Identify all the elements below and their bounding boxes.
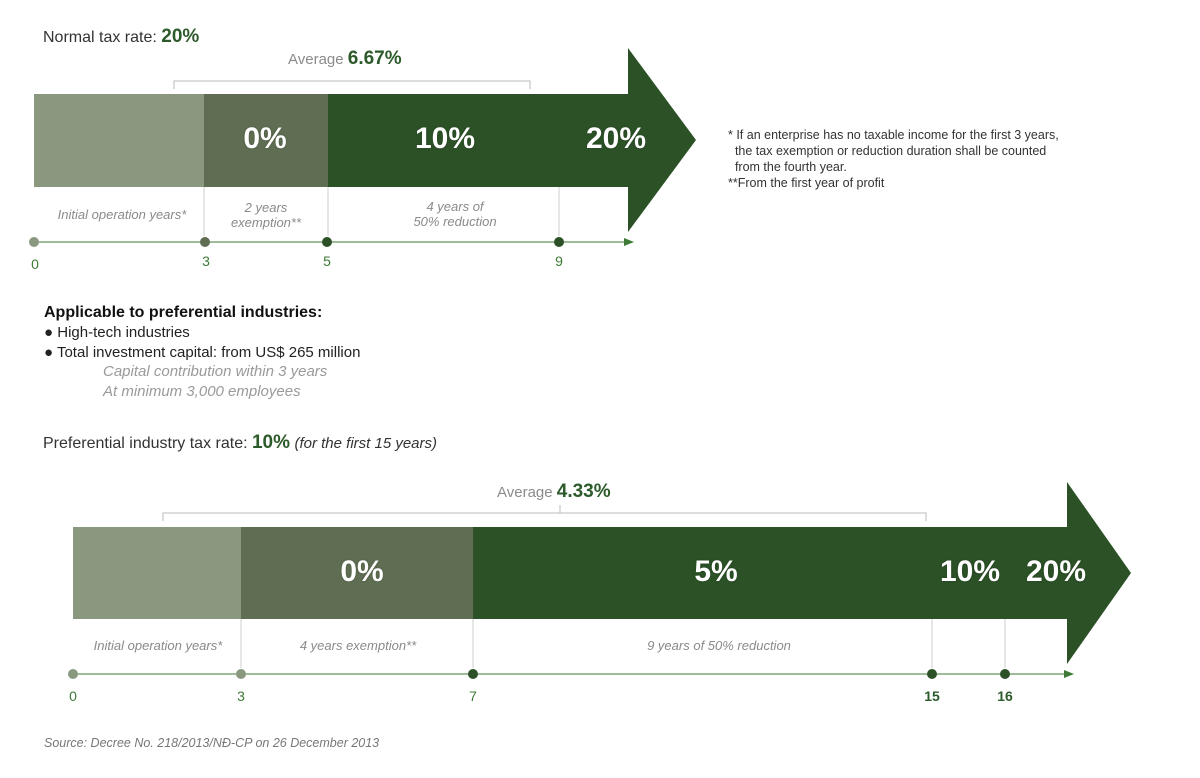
pref-label-initial: Initial operation years* — [93, 638, 223, 653]
normal-dividers — [203, 187, 560, 236]
normal-rate-reduction: 10% — [414, 122, 476, 155]
industry-bullet-1: ● High-tech industries — [44, 324, 190, 341]
source-note: Source: Decree No. 218/2013/NĐ-CP on 26 … — [44, 736, 380, 750]
pref-tax-rate-title: Preferential industry tax rate: 10% (for… — [43, 432, 437, 454]
normal-axis-point-0 — [29, 237, 39, 247]
pref-label-reduction: 9 years of 50% reduction — [647, 638, 791, 653]
normal-tax-rate-value: 20% — [161, 26, 200, 47]
industry-bullet-1-text: High-tech industries — [57, 324, 190, 341]
pref-rate-normal: 20% — [1025, 555, 1087, 588]
footnotes: * If an enterprise has no taxable income… — [728, 127, 1059, 191]
pref-axis-point-0 — [68, 669, 78, 679]
industries-title: Applicable to preferential industries: — [44, 304, 323, 321]
pref-segment-initial — [73, 527, 241, 619]
pref-segment-exemption — [241, 527, 473, 619]
footnote-line-3: from the fourth year. — [728, 160, 847, 174]
normal-arrow-head — [628, 48, 696, 232]
pref-axis-point-16 — [1000, 669, 1010, 679]
pref-axis-point-15 — [927, 669, 937, 679]
normal-segment-initial — [34, 94, 204, 187]
normal-axis-arrow — [624, 238, 634, 246]
normal-label-exemption: 2 years exemption** — [230, 200, 302, 230]
bullet-dot: ● — [44, 344, 57, 361]
pref-tick-15: 15 — [924, 688, 940, 704]
normal-axis-point-9 — [554, 237, 564, 247]
pref-rate-exemption: 0% — [340, 555, 384, 588]
normal-label-reduction: 4 years of 50% reduction — [413, 199, 497, 229]
normal-axis-point-3 — [200, 237, 210, 247]
pref-axis-point-7 — [468, 669, 478, 679]
pref-average: Average 4.33% — [497, 481, 611, 503]
pref-axis-arrow — [1064, 670, 1074, 678]
industry-bullet-2-text: Total investment capital: from US$ 265 m… — [56, 344, 361, 361]
pref-rate-reduction: 5% — [694, 555, 738, 588]
pref-rate-after-reduction: 10% — [939, 555, 1001, 588]
industry-bullet-2: ● Total investment capital: from US$ 265… — [44, 344, 360, 361]
pref-label-exemption: 4 years exemption** — [299, 638, 417, 653]
pref-segment-reduction — [473, 527, 1069, 619]
footnote-line-1: * If an enterprise has no taxable income… — [728, 128, 1059, 142]
normal-label-initial: Initial operation years* — [57, 207, 187, 222]
normal-average-bracket — [173, 80, 531, 89]
pref-average-bracket — [162, 505, 927, 521]
normal-average-prefix: Average — [288, 51, 348, 68]
pref-tax-rate-period: (for the first 15 years) — [294, 435, 438, 452]
normal-average-value: 6.67% — [347, 48, 402, 69]
normal-tick-9: 9 — [555, 253, 563, 269]
normal-rate-full: 20% — [585, 122, 647, 155]
pref-axis-point-3 — [236, 669, 246, 679]
normal-tax-rate-prefix: Normal tax rate: — [43, 29, 162, 46]
pref-tax-rate-prefix: Preferential industry tax rate: — [43, 435, 252, 452]
normal-axis-point-5 — [322, 237, 332, 247]
footnote-line-2: the tax exemption or reduction duration … — [728, 144, 1047, 158]
normal-rate-exemption: 0% — [243, 122, 287, 155]
industry-subitem-1: Capital contribution within 3 years — [103, 363, 328, 380]
pref-average-value: 4.33% — [556, 481, 611, 502]
normal-segment-reduction — [328, 94, 630, 187]
pref-tick-7: 7 — [469, 688, 477, 704]
normal-tax-rate-title: Normal tax rate: 20% — [43, 26, 199, 48]
bullet-dot: ● — [44, 324, 58, 341]
pref-tick-0: 0 — [69, 688, 77, 704]
normal-tick-3: 3 — [202, 253, 210, 269]
normal-tick-0: 0 — [31, 256, 39, 272]
footnote-line-4: **From the first year of profit — [728, 176, 885, 190]
pref-tax-rate-value: 10% — [251, 432, 291, 453]
normal-average: Average 6.67% — [288, 48, 402, 70]
normal-segment-exemption — [204, 94, 328, 187]
industry-subitem-2: At minimum 3,000 employees — [103, 383, 301, 400]
pref-tick-3: 3 — [237, 688, 245, 704]
pref-dividers — [240, 619, 1006, 668]
pref-tick-16: 16 — [997, 688, 1013, 704]
pref-average-prefix: Average — [497, 484, 557, 501]
pref-arrow-head — [1067, 482, 1131, 664]
normal-tick-5: 5 — [323, 253, 331, 269]
